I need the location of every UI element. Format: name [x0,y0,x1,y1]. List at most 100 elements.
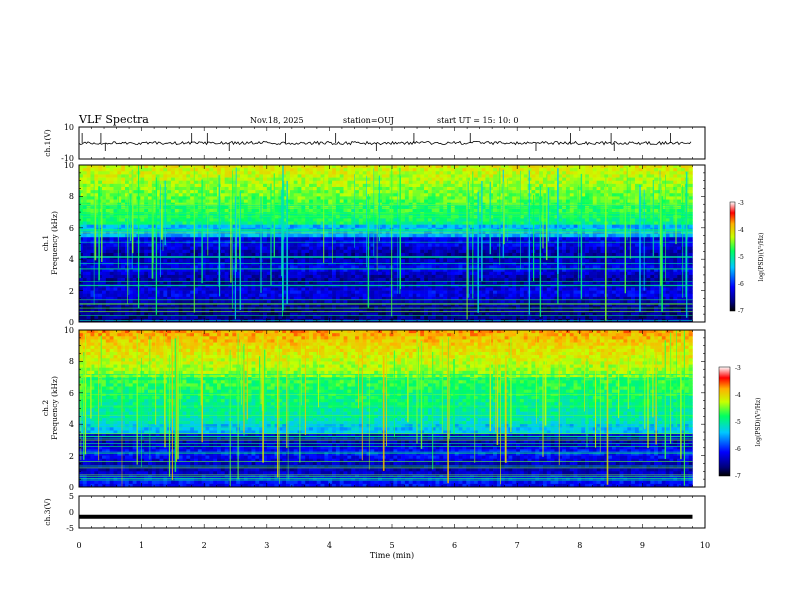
spectrogram-cell [155,265,160,269]
spectrogram-cell [450,252,456,257]
spectrogram-cell [270,199,275,203]
ch1-waveform-line [78,140,692,146]
spectrogram-cell [320,234,325,238]
spectrogram-cell [263,171,268,175]
spectrogram-cell [79,262,84,266]
spectrogram-cell [293,168,298,172]
spectrogram-cell [79,183,84,188]
spectrogram-cell [335,221,341,225]
spectrogram-cell [113,278,118,282]
spectrogram-cell [339,252,344,257]
spectrogram-cell [220,262,225,266]
spectrogram-cell [424,271,429,276]
spectrogram-cell [286,281,291,285]
spectrogram-cell [343,246,348,251]
spectrogram-cell [243,218,248,222]
spectrogram-cell [236,221,241,225]
spectrogram-cell [397,177,402,181]
spectrogram-cell [374,221,379,225]
spectrogram-cell [255,300,260,304]
spectrogram-cell [335,224,341,229]
spectrogram-cell [182,224,187,229]
spectrogram-cell [148,315,153,320]
spectrogram-cell [358,278,364,282]
spectrogram-cell [255,190,260,194]
spectrogram-cell [427,190,433,194]
spectrogram-cell [335,246,341,251]
spectrogram-cell [247,246,252,251]
spectrogram-cell [240,312,245,317]
spectrogram-cell [408,165,413,169]
spectrogram-cell [266,262,272,266]
spectrogram-cell [293,309,298,313]
spectrogram-cell [151,315,156,320]
spectrogram-cell [197,315,202,320]
spectrogram-cell [186,259,191,263]
spectrogram-cell [343,208,348,213]
spectrogram-cell [163,293,168,298]
spectrogram-cell [213,193,218,197]
spectrogram-cell [263,296,268,301]
spectrogram-cell [105,180,110,185]
spectrogram-cell [362,171,367,175]
spectrogram-cell [416,237,421,241]
spectrogram-cell [312,293,318,298]
spectrogram-cell [232,281,237,285]
spectrogram-cell [117,271,122,276]
spectrogram-cell [381,312,387,317]
spectrogram-cell [362,199,367,203]
spectrogram-cell [132,274,137,279]
spectrogram-cell [420,315,425,320]
spectrogram-cell [178,168,183,172]
spectrogram-cell [412,208,417,213]
spectrogram-cell [182,281,187,285]
spectrogram-cell [301,281,306,285]
spectrogram-cell [301,300,306,304]
spectrogram-cell [385,171,390,175]
spectrogram-cell [297,234,302,238]
spectrogram-cell [240,246,245,251]
spectrogram-cell [393,183,398,188]
spectrogram-cell [117,177,122,181]
spectrogram-cell [117,268,122,273]
spectrogram-cell [94,268,99,273]
spectrogram-cell [270,165,275,169]
spectrogram-cell [213,168,218,172]
spectrogram-cell [355,293,360,298]
spectrogram-cell [209,300,214,304]
spectrogram-cell [320,218,325,222]
spectrogram-cell [197,271,202,276]
spectrogram-cell [266,293,272,298]
spectrogram-cell [255,281,260,285]
spectrogram-cell [343,296,348,301]
spectrogram-cell [332,252,337,257]
spectrogram-cell [370,237,375,241]
spectrogram-cell [332,221,337,225]
spectrogram-cell [232,252,237,257]
spectrogram-cell [420,171,425,175]
spectrogram-cell [316,208,321,213]
spectrogram-cell [90,243,95,247]
spectrogram-cell [171,249,176,254]
spectrogram-cell [297,246,302,251]
spectrogram-cell [420,281,425,285]
spectrogram-cell [263,265,268,269]
spectrogram-cell [328,259,333,263]
spectrogram-cell [82,249,87,254]
spectrogram-cell [82,196,87,200]
spectrogram-cell [301,312,306,317]
spectrogram-cell [289,168,295,172]
spectrogram-cell [347,271,352,276]
spectrogram-cell [416,268,421,273]
spectrogram-cell [105,234,110,238]
spectrogram-cell [366,174,371,178]
spectrogram-cell [282,296,287,301]
spectrogram-cell [362,315,367,320]
spectrogram-cell [309,171,314,175]
spectrogram-cell [309,183,314,188]
spectrogram-cell [404,174,410,178]
spectrogram-cell [309,243,314,247]
spectrogram-cell [431,186,436,191]
spectrogram-cell [94,183,99,188]
spectrogram-cell [178,224,183,229]
